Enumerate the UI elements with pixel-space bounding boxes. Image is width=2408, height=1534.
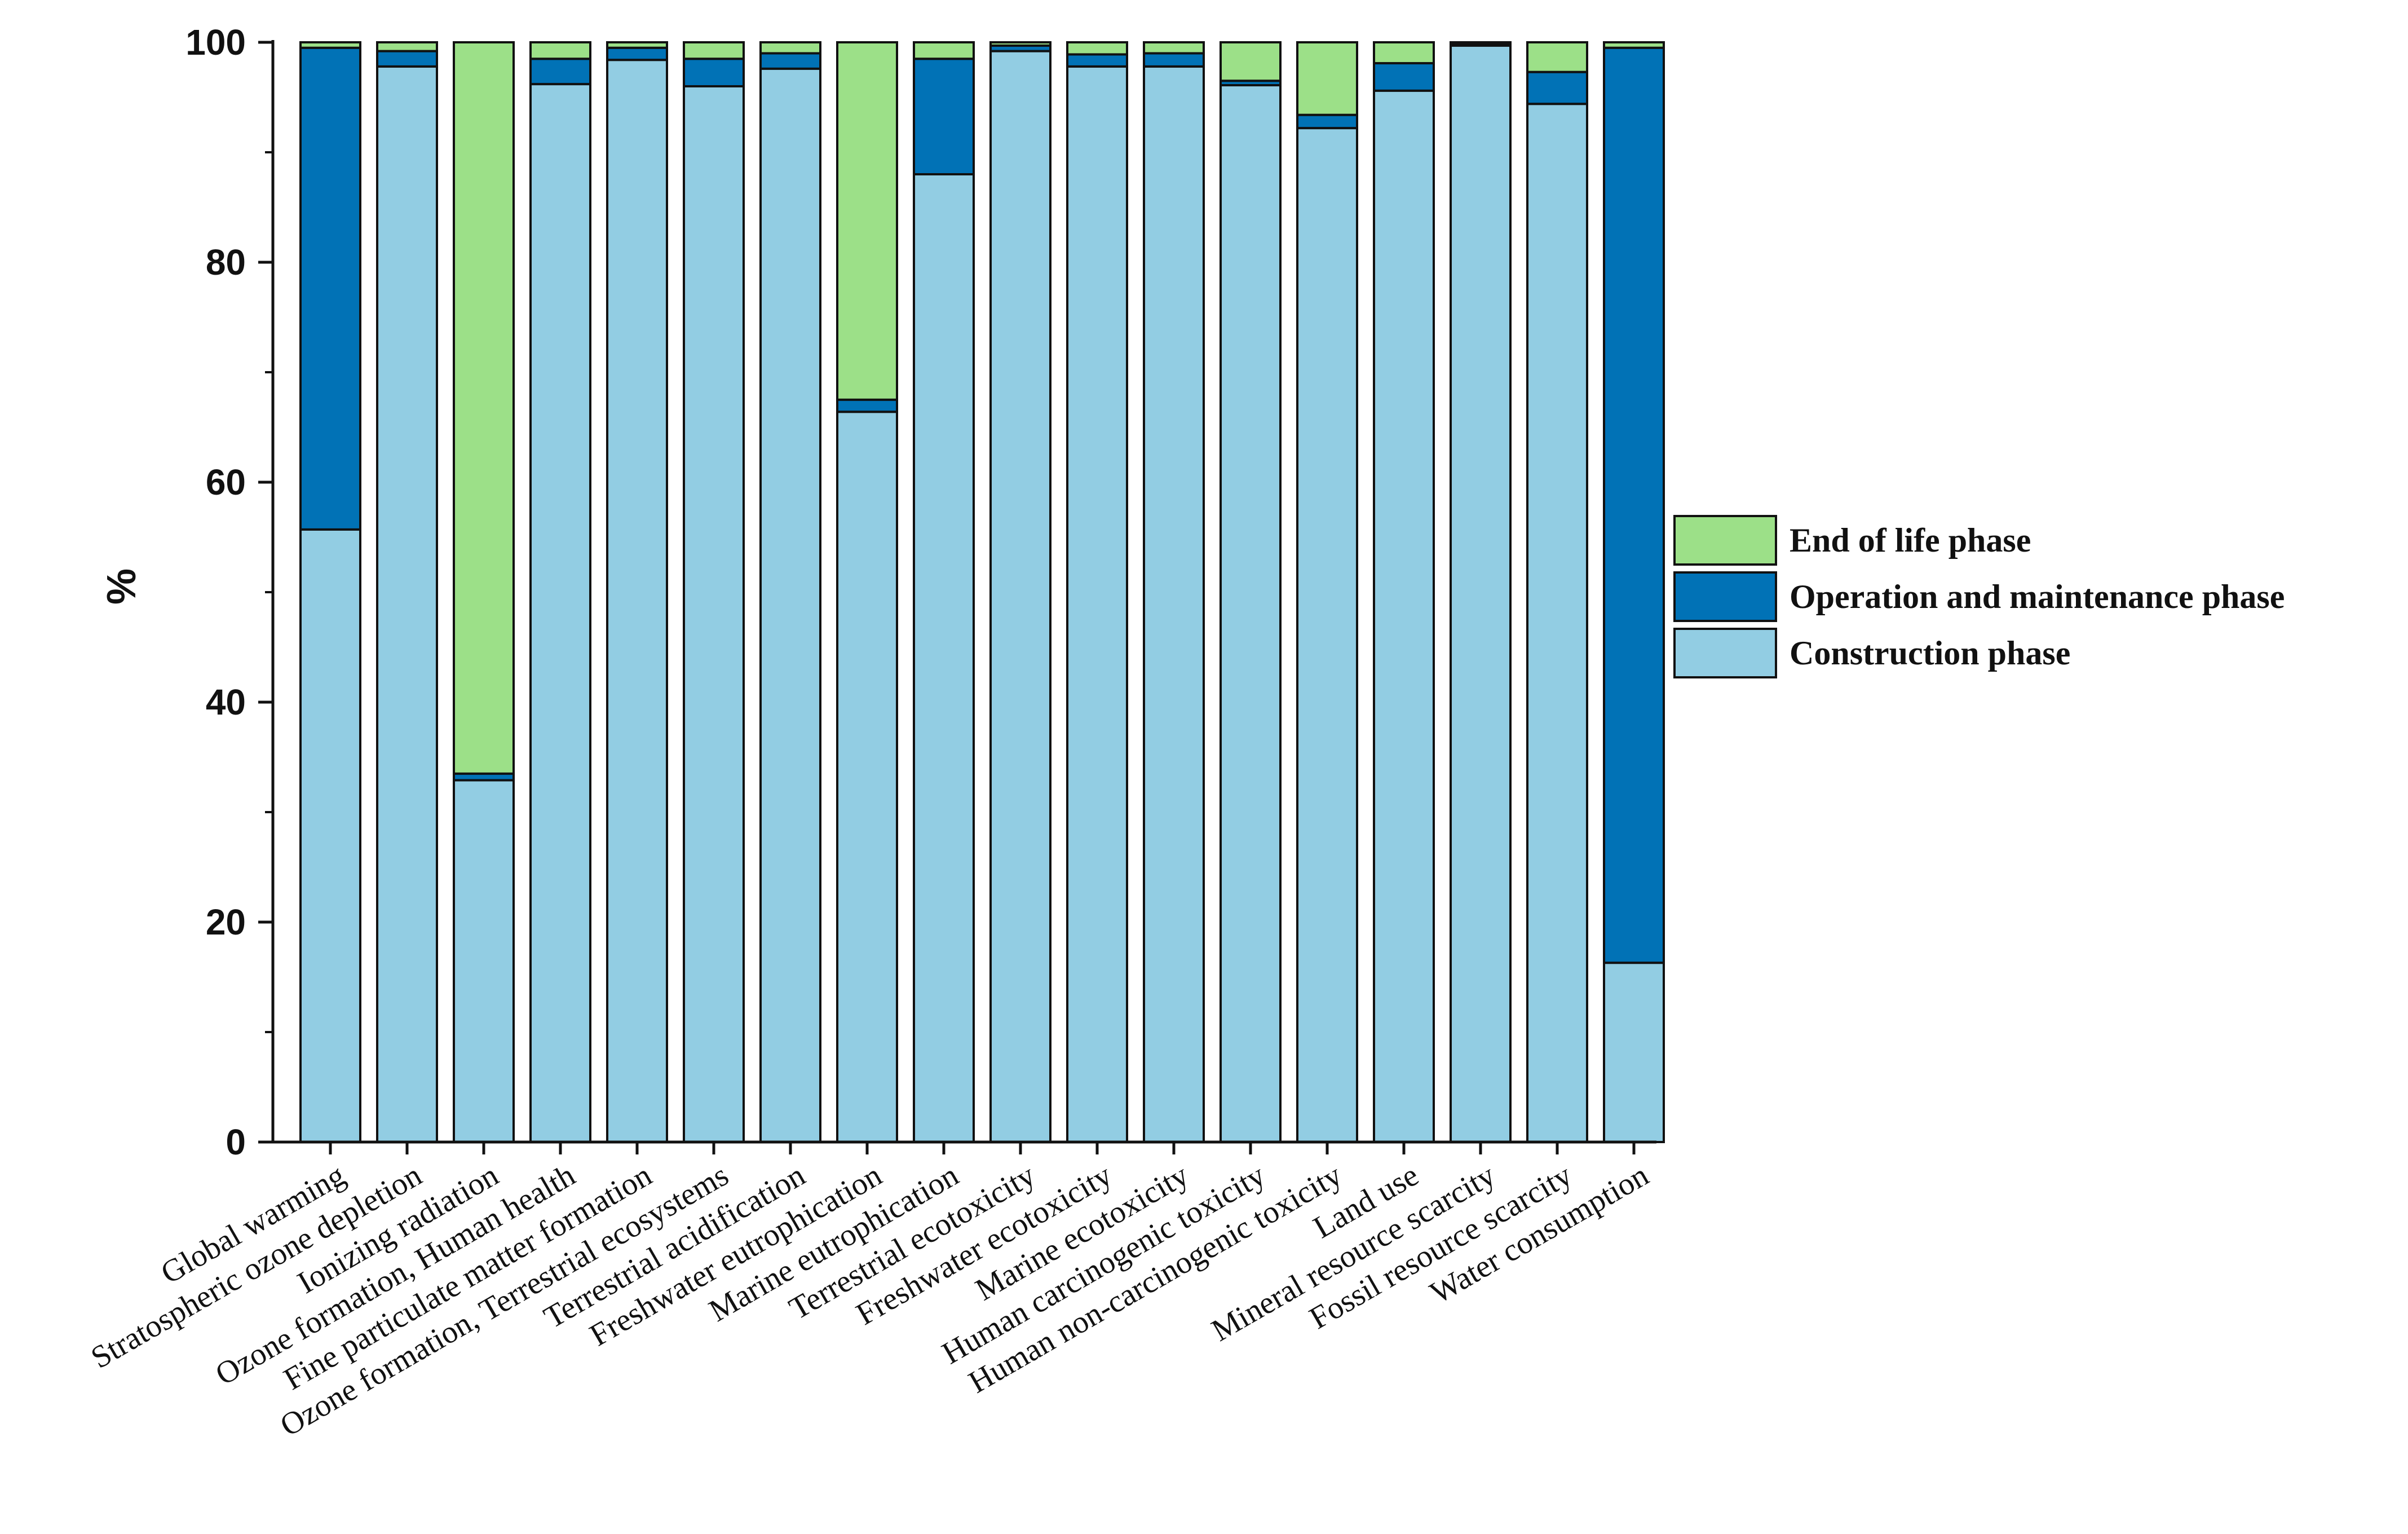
- bar-segment-15-series-1: [1373, 89, 1435, 1143]
- bar-segment-2-series-1: [376, 65, 438, 1143]
- bar-segment-16-series-3: [1450, 41, 1512, 45]
- bar-segment-18-series-2: [1603, 46, 1665, 964]
- y-tick-label: 100: [185, 22, 246, 63]
- bar-segment-4-series-1: [529, 83, 591, 1144]
- bar-segment-7-series-3: [759, 41, 821, 55]
- legend-label: Construction phase: [1790, 634, 2070, 672]
- y-tick-label: 80: [206, 242, 246, 283]
- bar-segment-5-series-3: [606, 41, 668, 49]
- bar-segment-12-series-3: [1143, 41, 1205, 55]
- bar-segment-10-series-3: [989, 41, 1051, 47]
- bar-segment-12-series-1: [1143, 65, 1205, 1143]
- bar-segment-2-series-3: [376, 41, 438, 52]
- bar-segment-18-series-1: [1603, 962, 1665, 1144]
- bar-segment-2-series-2: [376, 50, 438, 68]
- bar-segment-8-series-3: [836, 41, 898, 401]
- bar-segment-14-series-1: [1296, 127, 1358, 1144]
- legend-label: End of life phase: [1790, 522, 2031, 559]
- bar-segment-7-series-2: [759, 52, 821, 70]
- legend-label: Operation and maintenance phase: [1790, 578, 2285, 615]
- ticks-layer: 0 20 40 60 80 100: [185, 22, 1636, 1162]
- bar-segment-11-series-1: [1066, 65, 1128, 1143]
- bar-segment-4-series-2: [529, 58, 591, 86]
- legend-swatch: [1673, 628, 1777, 678]
- bar-segment-12-series-2: [1143, 52, 1205, 68]
- bar-segment-14-series-3: [1296, 41, 1358, 116]
- bar-segment-4-series-3: [529, 41, 591, 60]
- bar-segment-8-series-2: [836, 398, 898, 413]
- legend-swatch: [1673, 515, 1777, 566]
- bar-segment-3-series-1: [453, 779, 515, 1143]
- y-tick-label: 40: [206, 682, 246, 722]
- bar-segment-17-series-3: [1526, 41, 1588, 73]
- bar-segment-16-series-1: [1450, 44, 1512, 1144]
- y-axis-title: %: [99, 568, 144, 605]
- bar-segment-7-series-1: [759, 67, 821, 1143]
- bar-segment-17-series-2: [1526, 70, 1588, 105]
- bar-segment-11-series-2: [1066, 53, 1128, 68]
- y-tick-label: 60: [206, 462, 246, 502]
- bar-segment-9-series-3: [913, 41, 975, 60]
- bar-segment-6-series-1: [683, 85, 745, 1143]
- bar-segment-6-series-2: [683, 58, 745, 87]
- legend-swatch: [1673, 571, 1777, 622]
- bar-segment-8-series-1: [836, 411, 898, 1144]
- bar-segment-6-series-3: [683, 41, 745, 60]
- bar-segment-14-series-2: [1296, 113, 1358, 130]
- bar-segment-9-series-1: [913, 173, 975, 1143]
- y-tick-label: 20: [206, 902, 246, 942]
- bar-segment-1-series-1: [299, 528, 361, 1143]
- bar-segment-1-series-2: [299, 46, 361, 531]
- bar-segment-13-series-3: [1220, 41, 1282, 82]
- bar-segment-18-series-3: [1603, 41, 1665, 49]
- bar-segment-1-series-3: [299, 41, 361, 49]
- bar-segment-13-series-1: [1220, 84, 1282, 1143]
- legend: End of life phase Operation and maintenan…: [1673, 515, 2285, 678]
- bar-segment-5-series-1: [606, 59, 668, 1144]
- bar-segment-11-series-3: [1066, 41, 1128, 56]
- bar-segment-5-series-2: [606, 46, 668, 61]
- bar-segment-3-series-3: [453, 41, 515, 775]
- y-tick-label: 0: [226, 1122, 246, 1162]
- bar-segment-15-series-3: [1373, 41, 1435, 65]
- bar-segment-15-series-2: [1373, 62, 1435, 92]
- bar-segment-10-series-1: [989, 50, 1051, 1144]
- bars-layer: [299, 41, 1665, 1144]
- bar-segment-17-series-1: [1526, 103, 1588, 1144]
- bar-segment-9-series-2: [913, 58, 975, 175]
